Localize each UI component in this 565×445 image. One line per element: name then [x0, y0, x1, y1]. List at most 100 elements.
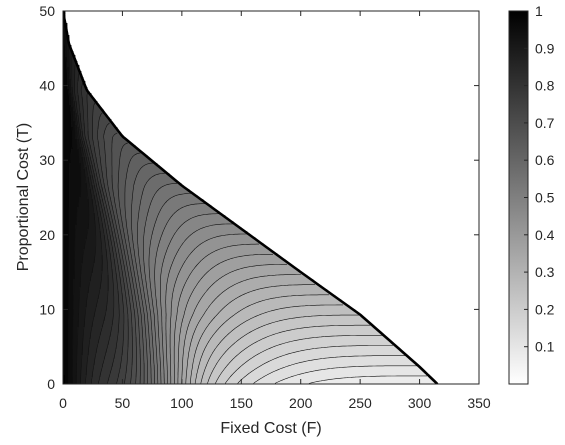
contour-cell — [161, 193, 164, 196]
contour-cell — [153, 175, 156, 178]
contour-cell — [119, 193, 122, 196]
contour-cell — [127, 173, 130, 176]
contour-cell — [103, 199, 106, 202]
contour-cell — [103, 145, 106, 148]
contour-cell — [185, 213, 188, 216]
contour-cell — [153, 181, 156, 184]
contour-cell — [79, 121, 82, 124]
contour-cell — [135, 185, 138, 188]
contour-cell — [113, 163, 116, 166]
contour-cell — [127, 159, 130, 162]
contour-cell — [65, 129, 68, 132]
contour-cell — [143, 177, 146, 180]
contour-cell — [145, 181, 148, 184]
contour-cell — [153, 211, 156, 214]
contour-cell — [157, 215, 160, 218]
contour-cell — [161, 187, 164, 190]
contour-cell — [113, 173, 116, 176]
contour-cell — [75, 205, 78, 208]
contour-cell — [69, 211, 72, 214]
contour-cell — [151, 203, 154, 206]
contour-cell — [69, 169, 72, 172]
contour-cell — [171, 195, 174, 198]
contour-cell — [69, 71, 72, 74]
contour-cell — [177, 199, 180, 202]
contour-cell — [89, 107, 92, 110]
contour-cell — [135, 217, 138, 220]
contour-cell — [149, 167, 152, 170]
contour-cell — [117, 213, 120, 216]
contour-cell — [125, 163, 128, 166]
contour-cell — [151, 163, 154, 166]
contour-cell — [155, 215, 158, 218]
contour-cell — [155, 201, 158, 204]
contour-cell — [65, 133, 68, 136]
contour-cell — [131, 177, 134, 180]
contour-cell — [195, 213, 198, 216]
contour-cell — [139, 177, 142, 180]
contour-cell — [169, 189, 172, 192]
contour-cell — [69, 119, 72, 122]
contour-cell — [149, 213, 152, 216]
contour-cell — [137, 209, 140, 212]
contour-cell — [145, 189, 148, 192]
contour-cell — [141, 165, 144, 168]
contour-cell — [69, 151, 72, 154]
contour-cell — [63, 77, 66, 80]
contour-cell — [137, 189, 140, 192]
contour-cell — [89, 213, 92, 216]
contour-cell — [125, 187, 128, 190]
contour-cell — [73, 107, 76, 110]
contour-cell — [105, 123, 108, 126]
contour-cell — [137, 153, 140, 156]
contour-cell — [167, 191, 170, 194]
contour-cell — [107, 197, 110, 200]
contour-cell — [69, 199, 72, 202]
contour-cell — [75, 75, 78, 78]
contour-cell — [67, 135, 70, 138]
contour-cell — [145, 187, 148, 190]
contour-cell — [97, 183, 100, 186]
contour-cell — [109, 203, 112, 206]
contour-cell — [167, 175, 170, 178]
contour-cell — [63, 37, 66, 40]
contour-cell — [113, 165, 116, 168]
contour-cell — [199, 207, 202, 210]
contour-cell — [113, 203, 116, 206]
contour-cell — [155, 187, 158, 190]
contour-cell — [145, 157, 148, 160]
contour-cell — [97, 173, 100, 176]
contour-cell — [73, 67, 76, 70]
contour-cell — [65, 97, 68, 100]
contour-cell — [183, 207, 186, 210]
contour-cell — [181, 189, 184, 192]
contour-cell — [63, 49, 66, 52]
contour-cell — [123, 183, 126, 186]
contour-cell — [129, 175, 132, 178]
contour-cell — [167, 213, 170, 216]
contour-cell — [103, 169, 106, 172]
contour-cell — [161, 185, 164, 188]
contour-cell — [113, 127, 116, 130]
contour-cell — [101, 201, 104, 204]
contour-cell — [73, 73, 76, 76]
contour-cell — [171, 183, 174, 186]
contour-cell — [173, 217, 176, 220]
contour-cell — [77, 85, 80, 88]
contour-cell — [173, 189, 176, 192]
contour-cell — [77, 167, 80, 170]
contour-cell — [91, 187, 94, 190]
contour-cell — [63, 127, 66, 130]
contour-cell — [177, 213, 180, 216]
contour-cell — [69, 219, 72, 222]
contour-cell — [193, 199, 196, 202]
contour-cell — [89, 123, 92, 126]
contour-cell — [153, 183, 156, 186]
contour-cell — [89, 201, 92, 204]
contour-cell — [65, 215, 68, 218]
contour-cell — [163, 201, 166, 204]
contour-cell — [101, 139, 104, 142]
contour-cell — [175, 211, 178, 214]
contour-cell — [207, 217, 210, 220]
contour-cell — [115, 211, 118, 214]
